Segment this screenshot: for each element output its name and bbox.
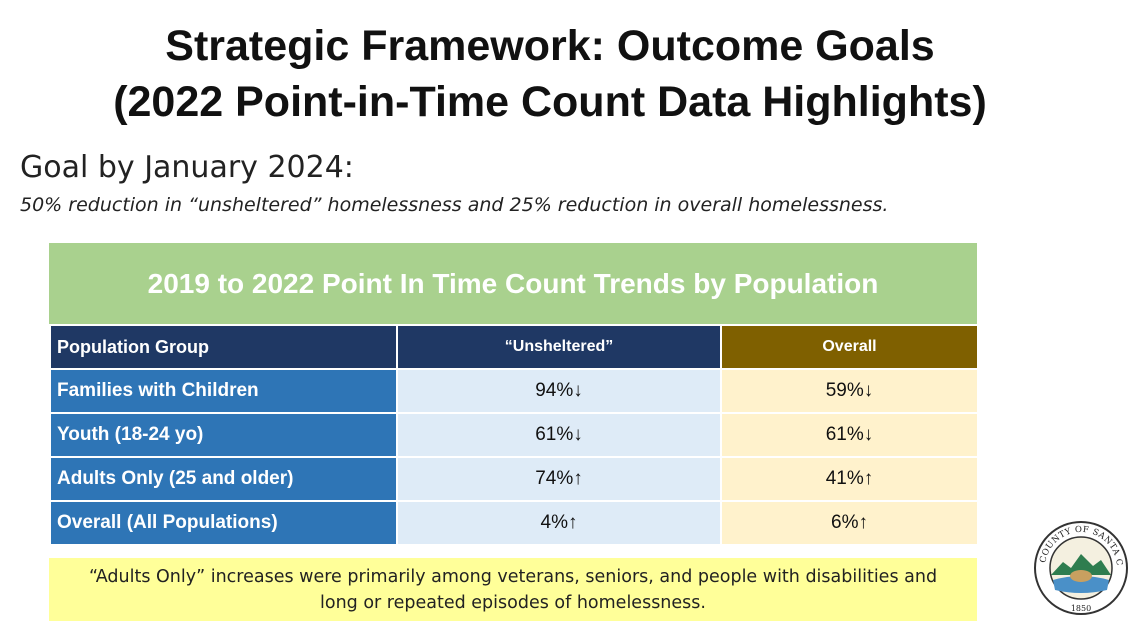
footnote-line-2: long or repeated episodes of homelessnes… bbox=[320, 593, 706, 613]
header-population-group: Population Group bbox=[49, 324, 398, 370]
header-overall: Overall bbox=[720, 324, 979, 370]
overall-value: 61%↓ bbox=[720, 412, 979, 458]
table-header-row: Population Group “Unsheltered” Overall bbox=[49, 324, 979, 370]
page-title: Strategic Framework: Outcome Goals (2022… bbox=[0, 18, 1100, 130]
unsheltered-value: 61%↓ bbox=[396, 412, 722, 458]
header-unsheltered: “Unsheltered” bbox=[396, 324, 722, 370]
footnote-box: “Adults Only” increases were primarily a… bbox=[49, 558, 977, 621]
unsheltered-value: 74%↑ bbox=[396, 456, 722, 502]
title-line-2: (2022 Point-in-Time Count Data Highlight… bbox=[113, 78, 987, 126]
unsheltered-value: 94%↓ bbox=[396, 368, 722, 414]
trends-table-container: 2019 to 2022 Point In Time Count Trends … bbox=[49, 243, 979, 546]
row-label: Families with Children bbox=[49, 368, 398, 414]
county-seal-icon: THE COUNTY OF SANTA CRUZ 1850 bbox=[1033, 520, 1128, 615]
table-banner: 2019 to 2022 Point In Time Count Trends … bbox=[49, 243, 977, 324]
table-row: Youth (18-24 yo) 61%↓ 61%↓ bbox=[49, 412, 979, 458]
row-label: Adults Only (25 and older) bbox=[49, 456, 398, 502]
title-line-1: Strategic Framework: Outcome Goals bbox=[165, 22, 935, 70]
row-label: Overall (All Populations) bbox=[49, 500, 398, 546]
goal-subtext: 50% reduction in “unsheltered” homelessn… bbox=[20, 194, 889, 216]
goal-heading: Goal by January 2024: bbox=[20, 150, 354, 185]
trends-table: Population Group “Unsheltered” Overall F… bbox=[49, 324, 979, 546]
seal-year: 1850 bbox=[1071, 604, 1091, 613]
overall-value: 6%↑ bbox=[720, 500, 979, 546]
overall-value: 41%↑ bbox=[720, 456, 979, 502]
unsheltered-value: 4%↑ bbox=[396, 500, 722, 546]
row-label: Youth (18-24 yo) bbox=[49, 412, 398, 458]
footnote-line-1: “Adults Only” increases were primarily a… bbox=[88, 567, 938, 587]
table-row: Adults Only (25 and older) 74%↑ 41%↑ bbox=[49, 456, 979, 502]
table-row: Overall (All Populations) 4%↑ 6%↑ bbox=[49, 500, 979, 546]
table-row: Families with Children 94%↓ 59%↓ bbox=[49, 368, 979, 414]
overall-value: 59%↓ bbox=[720, 368, 979, 414]
